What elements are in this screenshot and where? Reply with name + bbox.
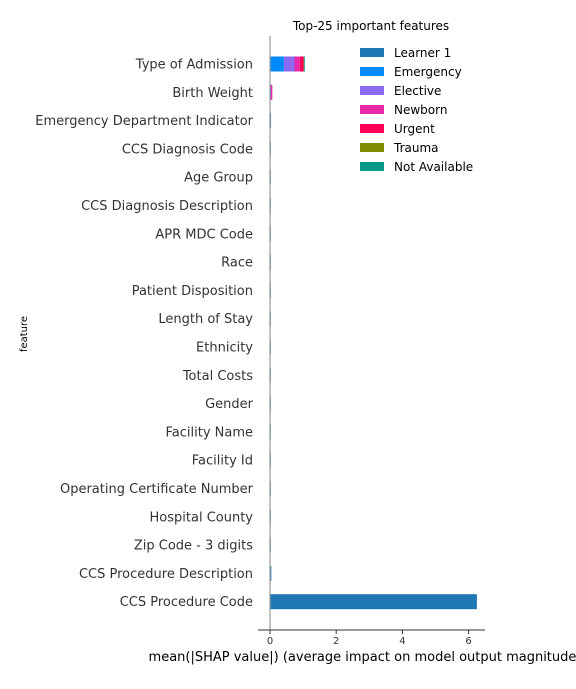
legend-swatch [360,48,384,57]
legend-label: Elective [394,84,441,98]
category-label: CCS Diagnosis Code [122,142,253,157]
legend-swatch [360,67,384,76]
category-label: Patient Disposition [132,284,253,299]
x-ticks: 0 2 4 6 [267,630,472,647]
bar-segment [294,56,300,72]
category-label: Total Costs [182,369,253,384]
category-label: Facility Id [192,454,253,469]
legend-swatch [360,124,384,133]
category-label: Zip Code - 3 digits [134,539,253,554]
legend-swatch [360,86,384,95]
x-axis-label: mean(|SHAP value|) (average impact on mo… [149,650,576,665]
bar-segment [283,56,295,72]
category-label: CCS Procedure Code [120,595,253,610]
bar-segment [299,56,304,72]
bar-segment [270,594,477,610]
bar-segment [270,84,273,100]
legend-label: Not Available [394,160,473,174]
legend-label: Trauma [393,141,439,155]
legend-swatch [360,105,384,114]
x-tick-label: 4 [399,636,405,647]
x-tick-label: 6 [465,636,471,647]
chart-title: Top-25 important features [292,19,449,33]
category-label: Operating Certificate Number [60,482,254,497]
legend-label: Emergency [394,65,462,79]
category-label: Facility Name [165,425,253,440]
category-label: Emergency Department Indicator [35,114,253,129]
bar-segment [303,56,305,72]
x-tick-label: 0 [267,636,273,647]
category-labels: Type of Admission Birth Weight Emergency D… [35,58,253,611]
category-label: Birth Weight [172,86,253,101]
axes [258,36,485,631]
legend-label: Learner 1 [394,46,451,60]
legend-swatch [360,162,384,171]
category-label: Race [221,256,253,271]
y-axis-label: feature [19,316,30,352]
bars [270,56,477,610]
category-label: Ethnicity [196,341,253,356]
bar-segment [270,565,272,581]
legend-swatch [360,143,384,152]
category-label: Age Group [184,171,253,186]
legend: Learner 1 Emergency Elective Newborn Urgent T… [360,46,473,174]
category-label: CCS Procedure Description [79,567,253,582]
legend-label: Newborn [394,103,447,117]
legend-label: Urgent [394,122,435,136]
category-label: CCS Diagnosis Description [81,199,253,214]
category-label: APR MDC Code [155,227,253,242]
category-label: Length of Stay [158,312,253,327]
category-label: Hospital County [150,510,254,525]
category-label: Gender [205,397,254,412]
bar-segment [270,56,284,72]
x-tick-label: 2 [333,636,339,647]
category-label: Type of Admission [135,58,253,73]
